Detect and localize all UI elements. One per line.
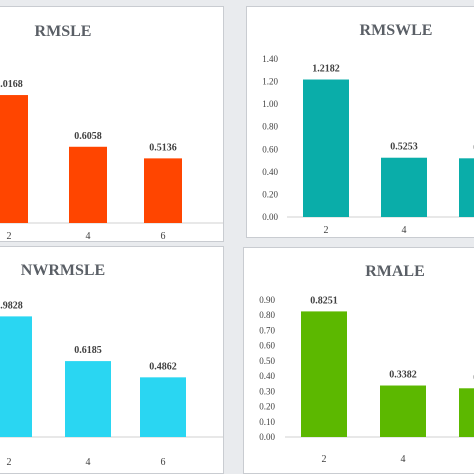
nwrmsle-chart-panel: NWRMSLE 0.9828 2 0.6185 4 0.4862 6 <box>0 246 224 474</box>
nwrmsle-bar-6 <box>140 377 186 437</box>
rmale-y-tick-label: 0.70 <box>259 325 275 335</box>
rmswle-data-label: 1.2182 <box>312 64 340 75</box>
rmsle-data-label: 0.6058 <box>74 131 102 142</box>
rmale-y-tick-label: 0.50 <box>259 356 275 366</box>
rmswle-chart-panel: RMSWLE 0.00 0.20 0.40 0.60 0.80 1.00 1.20 1.40 1.… <box>246 6 474 238</box>
rmale-y-tick-label: 0.00 <box>259 432 275 442</box>
nwrmsle-data-label: 0.6185 <box>74 345 102 356</box>
rmale-bar-6 <box>459 388 474 437</box>
rmsle-bar-4 <box>69 146 107 223</box>
rmswle-y-tick-label: 0.00 <box>262 212 278 222</box>
nwrmsle-title: NWRMSLE <box>21 262 105 279</box>
rmsle-data-label: 1.0168 <box>0 79 23 90</box>
rmswle-y-tick-label: 0.40 <box>262 167 278 177</box>
rmsle-category-label: 6 <box>161 231 166 242</box>
rmswle-y-tick-label: 0.20 <box>262 189 278 199</box>
nwrmsle-data-label: 0.4862 <box>149 361 177 372</box>
rmsle-title: RMSLE <box>35 23 92 40</box>
rmswle-bar-4 <box>381 157 427 217</box>
rmswle-chart: RMSWLE 0.00 0.20 0.40 0.60 0.80 1.00 1.20 1.40 1.… <box>262 22 474 236</box>
rmswle-category-label: 2 <box>324 225 329 236</box>
rmsle-chart-panel: RMSLE 1.0168 2 0.6058 4 0.5136 6 <box>0 6 224 242</box>
rmale-bar-4 <box>380 385 426 437</box>
rmswle-category-label: 4 <box>402 225 407 236</box>
rmale-category-label: 4 <box>401 454 406 465</box>
rmsle-bar-6 <box>144 158 182 223</box>
rmale-title: RMALE <box>365 263 425 280</box>
rmswle-y-tick-label: 1.00 <box>262 99 278 109</box>
rmale-y-tick-label: 0.40 <box>259 371 275 381</box>
rmale-y-tick-label: 0.30 <box>259 386 275 396</box>
rmale-bar-2 <box>301 311 347 437</box>
rmswle-title: RMSWLE <box>360 22 433 39</box>
rmale-data-label: 0.3382 <box>389 370 417 381</box>
rmale-category-label: 2 <box>322 454 327 465</box>
rmsle-category-label: 2 <box>7 231 12 242</box>
nwrmsle-bar-2 <box>0 316 32 437</box>
rmale-y-tick-label: 0.90 <box>259 295 275 305</box>
nwrmsle-chart: NWRMSLE 0.9828 2 0.6185 4 0.4862 6 <box>0 262 223 468</box>
rmswle-y-tick-label: 0.80 <box>262 122 278 132</box>
rmale-y-tick-label: 0.20 <box>259 402 275 412</box>
rmale-data-label: 0.8251 <box>310 295 338 306</box>
rmale-chart: RMALE 0.00 0.10 0.20 0.30 0.40 0.50 0.60 0.70 0.8… <box>259 263 474 465</box>
rmswle-bar-2 <box>303 79 349 217</box>
rmswle-y-tick-label: 1.40 <box>262 54 278 64</box>
nwrmsle-category-label: 4 <box>86 457 91 468</box>
rmale-chart-panel: RMALE 0.00 0.10 0.20 0.30 0.40 0.50 0.60 0.70 0.8… <box>243 247 474 474</box>
rmsle-bar-2 <box>0 95 28 223</box>
rmsle-chart: RMSLE 1.0168 2 0.6058 4 0.5136 6 <box>0 23 223 242</box>
rmswle-bar-6 <box>459 158 474 217</box>
rmale-y-tick-label: 0.60 <box>259 341 275 351</box>
nwrmsle-data-label: 0.9828 <box>0 300 23 311</box>
rmswle-y-tick-label: 0.60 <box>262 144 278 154</box>
rmsle-data-label: 0.5136 <box>149 142 177 153</box>
rmale-y-tick-label: 0.10 <box>259 417 275 427</box>
nwrmsle-category-label: 2 <box>7 457 12 468</box>
rmsle-category-label: 4 <box>86 231 91 242</box>
rmswle-data-label: 0.5253 <box>390 142 418 153</box>
nwrmsle-category-label: 6 <box>161 457 166 468</box>
nwrmsle-bar-4 <box>65 361 111 437</box>
rmswle-y-tick-label: 1.20 <box>262 77 278 87</box>
rmale-y-tick-label: 0.80 <box>259 310 275 320</box>
